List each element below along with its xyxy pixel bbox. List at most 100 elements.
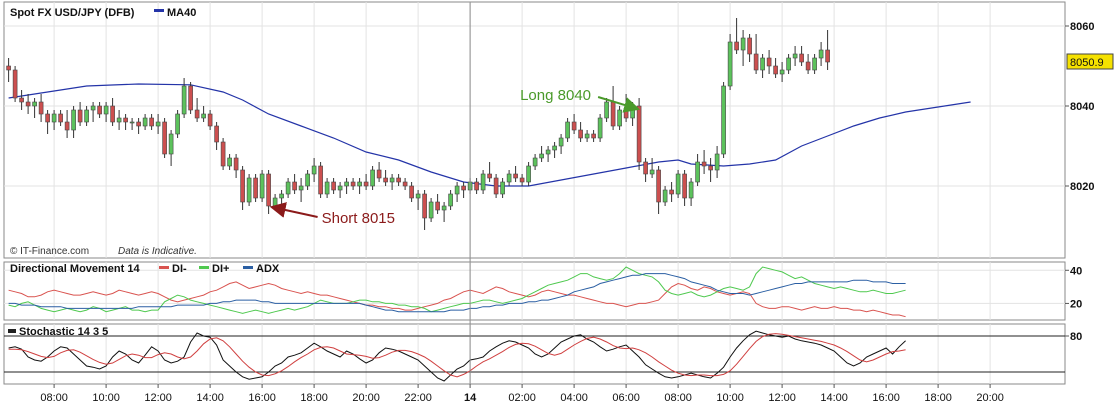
candle-body-down <box>292 181 297 191</box>
candle-body-up <box>389 177 395 183</box>
candle-body-down <box>318 165 323 195</box>
candle <box>129 118 135 130</box>
candle-body-up <box>617 109 622 127</box>
candle-body-down <box>422 193 427 219</box>
candle-body-down <box>610 101 616 127</box>
candle-body-up <box>448 193 453 207</box>
candle-body-down <box>591 133 596 139</box>
candle <box>760 54 765 78</box>
candle-body-down <box>45 113 50 123</box>
candle <box>188 82 193 114</box>
time-tick-label: 14 <box>464 392 477 404</box>
candle-body-down <box>578 129 583 139</box>
candle-body-up <box>337 185 343 191</box>
candle <box>584 130 590 142</box>
candle-body-up <box>428 201 434 219</box>
candle-body-down <box>799 53 804 63</box>
candle-body-up <box>142 117 148 127</box>
ma40-legend-swatch <box>154 9 164 12</box>
candle <box>246 174 252 206</box>
candle <box>727 34 733 90</box>
candle-body-up <box>526 165 531 183</box>
candle-body-down <box>383 177 388 183</box>
candle <box>370 166 375 190</box>
candle-body-up <box>370 169 375 187</box>
candle-body-down <box>97 105 102 115</box>
candle-body-up <box>480 173 486 191</box>
candle-body-down <box>123 117 128 123</box>
copyright-text: © IT-Finance.com <box>10 246 89 257</box>
candle <box>513 166 518 182</box>
time-tick-label: 14:00 <box>820 392 848 404</box>
stochastic-title: Stochastic 14 3 5 <box>19 326 108 338</box>
short-annotation-arrow <box>269 202 318 218</box>
candle <box>331 178 336 194</box>
candle <box>519 174 525 186</box>
candle <box>324 178 330 198</box>
candle-body-up <box>305 173 310 187</box>
candle-body-up <box>116 117 122 123</box>
candle <box>357 178 362 194</box>
candle <box>155 114 161 134</box>
candle <box>669 182 674 202</box>
candle-body-up <box>129 121 135 124</box>
candle <box>402 178 408 190</box>
candle-body-up <box>545 149 551 155</box>
candle-body-down <box>110 105 115 123</box>
candle <box>207 110 213 130</box>
candle-body-down <box>825 49 830 63</box>
candle <box>233 154 239 178</box>
candle-body-up <box>454 185 460 195</box>
candle-body-up <box>279 193 284 199</box>
candle-body-down <box>773 65 778 75</box>
candle-body-down <box>12 69 18 99</box>
long-annotation-arrow <box>597 96 641 113</box>
candle <box>558 134 564 154</box>
candle-body-down <box>396 177 401 183</box>
candle <box>818 42 824 66</box>
candle-body-down <box>669 189 674 195</box>
candle-body-up <box>584 133 590 139</box>
candle-body-down <box>194 109 200 119</box>
candle-body-up <box>714 153 720 171</box>
candle <box>506 170 512 186</box>
candle-body-up <box>565 121 570 139</box>
time-tick-label: 16:00 <box>248 392 276 404</box>
candle <box>500 178 505 198</box>
candle <box>110 98 115 126</box>
candle <box>721 82 726 158</box>
candle-body-down <box>233 157 239 171</box>
candle <box>344 178 349 194</box>
dmi-panel: 20 40 Directional Movement 14 DI- DI+ ADX <box>3 261 1082 321</box>
candle <box>779 62 785 82</box>
candle-body-up <box>90 105 96 111</box>
candle-body-up <box>71 109 76 131</box>
price-tick-label: 8060 <box>1070 21 1094 33</box>
price-tick-label: 8040 <box>1070 101 1094 113</box>
candle-body-up <box>357 181 362 187</box>
ma40-legend-label: MA40 <box>167 7 196 19</box>
indicative-text: Data is Indicative. <box>118 246 197 257</box>
candle <box>123 114 128 130</box>
candle-body-up <box>506 173 512 183</box>
indicator-tick-label: 20 <box>1070 298 1082 310</box>
candle <box>422 190 427 230</box>
candle-body-down <box>461 185 466 191</box>
candle-body-down <box>350 181 356 187</box>
candle-body-up <box>103 105 109 115</box>
candle-body-up <box>344 181 349 187</box>
candle <box>714 146 720 178</box>
candle <box>792 46 798 66</box>
candle <box>318 162 323 198</box>
candle-body-up <box>695 161 700 183</box>
dmi-title: Directional Movement 14 <box>10 263 140 275</box>
candle <box>545 146 551 162</box>
candle <box>51 110 57 130</box>
candle-body-up <box>721 85 726 155</box>
candle <box>285 178 291 198</box>
candle-body-down <box>513 173 518 179</box>
candle <box>526 162 531 186</box>
candle <box>662 186 668 206</box>
candle <box>305 170 310 190</box>
